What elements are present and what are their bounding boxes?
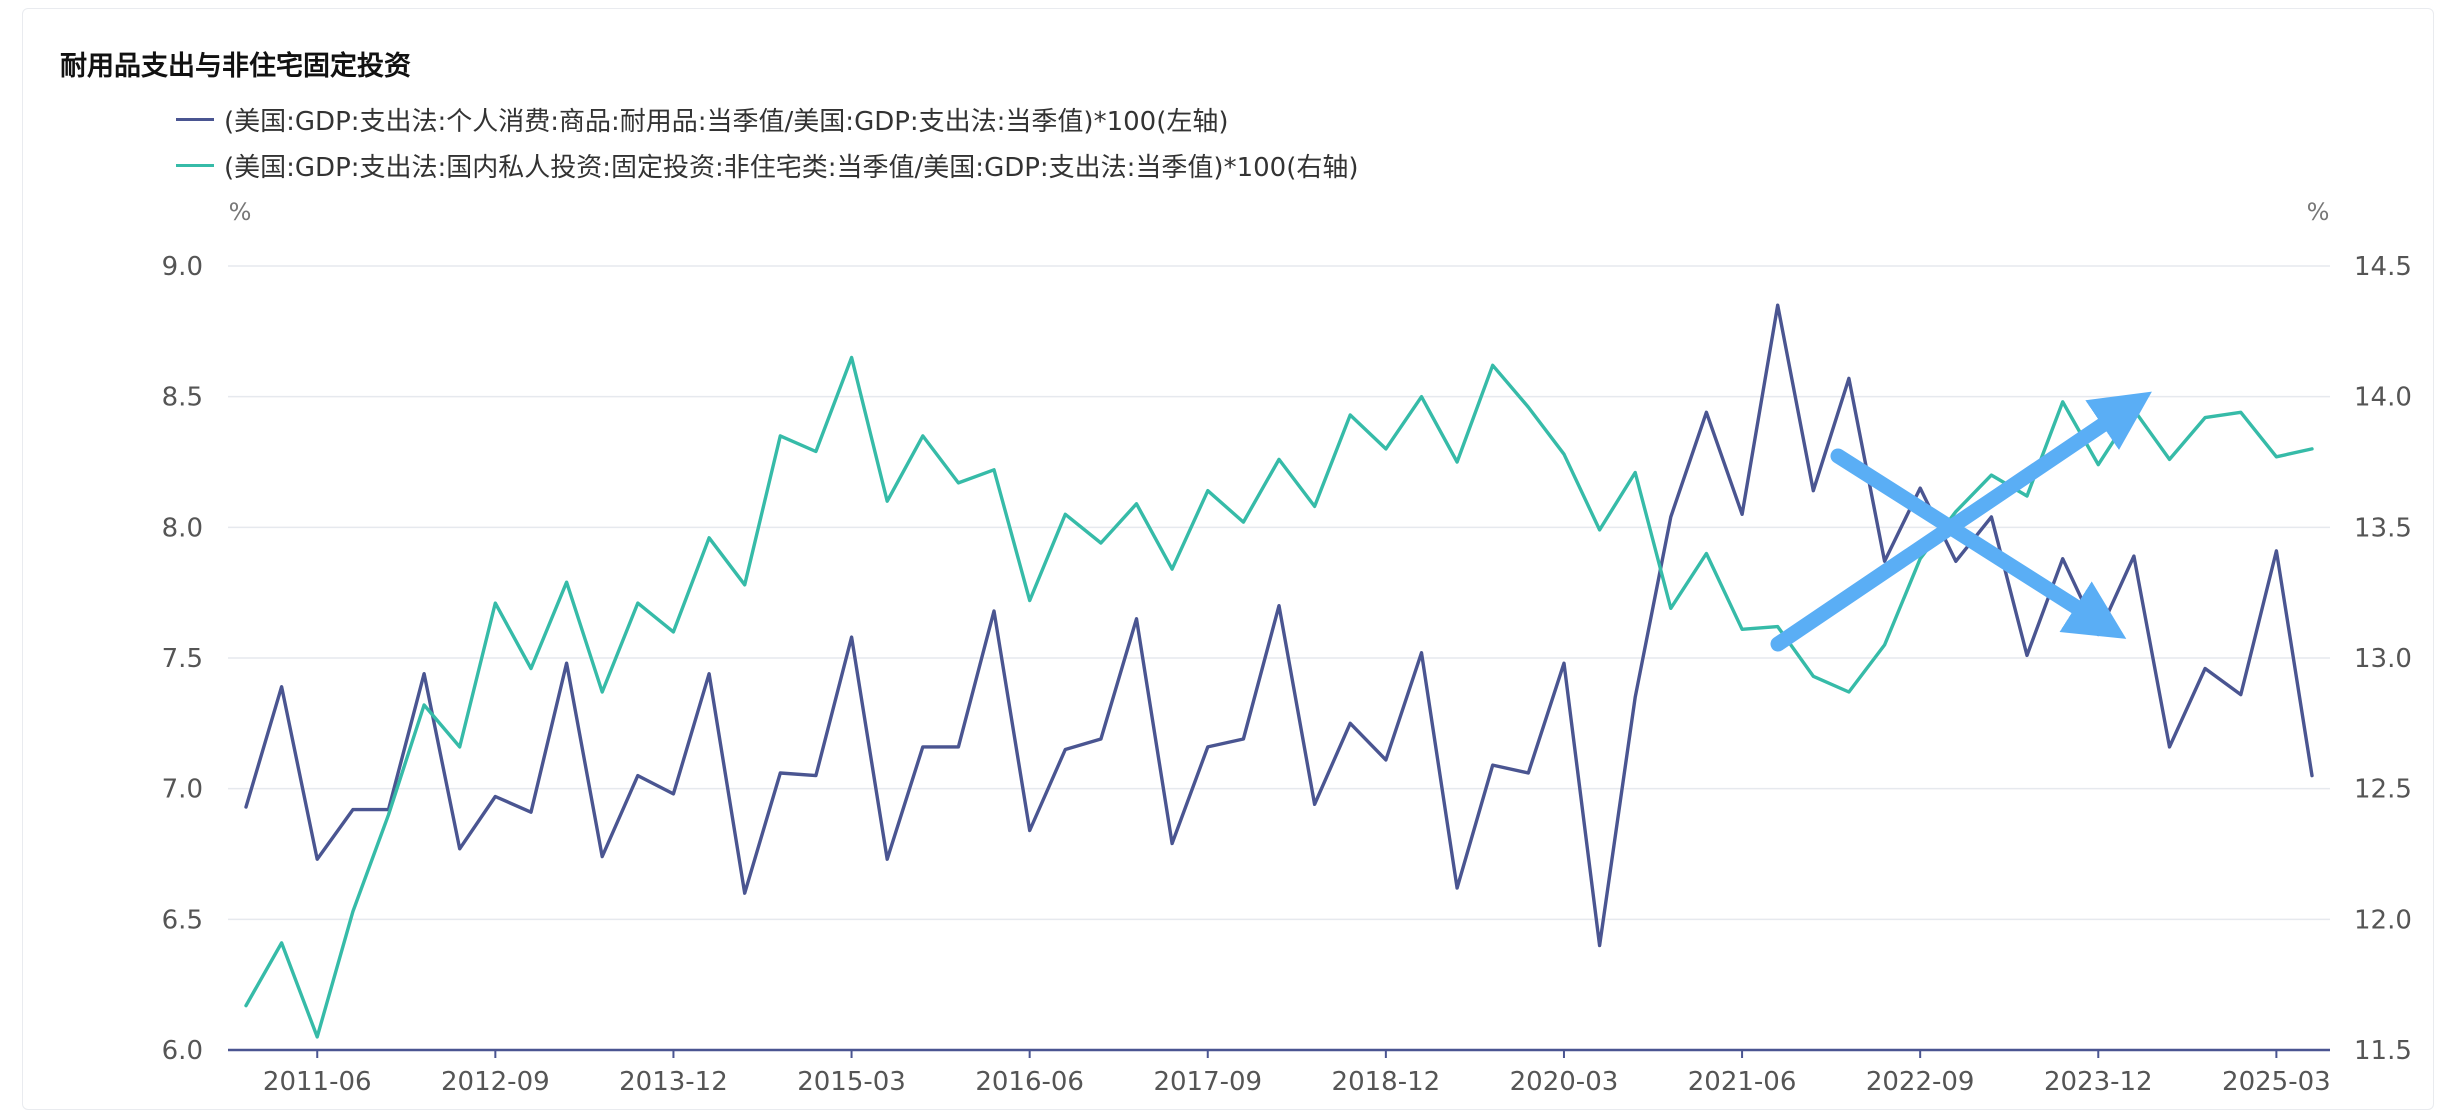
- legend: (美国:GDP:支出法:个人消费:商品:耐用品:当季值/美国:GDP:支出法:当…: [176, 96, 1359, 188]
- durables-series-line: [244, 303, 2314, 948]
- y-right-tick-label: 12.0: [2354, 905, 2412, 935]
- y-left-tick-label: 9.0: [162, 252, 203, 282]
- y-right-tick-label: 13.5: [2354, 513, 2412, 543]
- legend-label-durables: (美国:GDP:支出法:个人消费:商品:耐用品:当季值/美国:GDP:支出法:当…: [224, 106, 1229, 137]
- nonresidential-series-line: [244, 355, 2314, 1039]
- x-tick-label: 2023-12: [2044, 1067, 2153, 1097]
- y-right-tick-label: 13.0: [2354, 644, 2412, 674]
- x-tick-label: 2025-03: [2222, 1067, 2331, 1097]
- x-tick-label: 2013-12: [619, 1067, 728, 1097]
- x-tick-label: 2015-03: [797, 1067, 906, 1097]
- y-right-tick-label: 12.5: [2354, 775, 2412, 805]
- y-right-tick-label: 11.5: [2354, 1036, 2412, 1066]
- y-right-unit: %: [2307, 198, 2330, 226]
- x-tick-label: 2016-06: [975, 1067, 1084, 1097]
- x-tick-label: 2022-09: [1866, 1067, 1975, 1097]
- legend-swatch-nonresidential: [176, 163, 214, 167]
- legend-item-durables[interactable]: (美国:GDP:支出法:个人消费:商品:耐用品:当季值/美国:GDP:支出法:当…: [176, 96, 1359, 142]
- y-left-tick-label: 7.5: [162, 644, 203, 674]
- chart-title: 耐用品支出与非住宅固定投资: [60, 51, 411, 82]
- y-left-tick-label: 8.0: [162, 513, 203, 543]
- x-tick-label: 2011-06: [263, 1067, 372, 1097]
- y-right-tick-label: 14.0: [2354, 383, 2412, 413]
- y-left-tick-label: 7.0: [162, 775, 203, 805]
- x-tick-label: 2018-12: [1332, 1067, 1441, 1097]
- legend-label-nonresidential: (美国:GDP:支出法:国内私人投资:固定投资:非住宅类:当季值/美国:GDP:…: [224, 152, 1359, 183]
- legend-item-nonresidential[interactable]: (美国:GDP:支出法:国内私人投资:固定投资:非住宅类:当季值/美国:GDP:…: [176, 142, 1359, 188]
- x-tick-label: 2021-06: [1688, 1067, 1797, 1097]
- falling-trend-arrow: [1830, 448, 2127, 639]
- legend-swatch-durables: [176, 117, 214, 121]
- y-right-tick-label: 14.5: [2354, 252, 2412, 282]
- x-tick-label: 2020-03: [1510, 1067, 1619, 1097]
- y-left-tick-label: 8.5: [162, 383, 203, 413]
- chart-card: [22, 8, 2434, 1110]
- x-tick-label: 2012-09: [441, 1067, 550, 1097]
- y-left-tick-label: 6.0: [162, 1036, 203, 1066]
- y-left-tick-label: 6.5: [162, 905, 203, 935]
- x-tick-label: 2017-09: [1153, 1067, 1262, 1097]
- y-left-unit: %: [229, 198, 252, 226]
